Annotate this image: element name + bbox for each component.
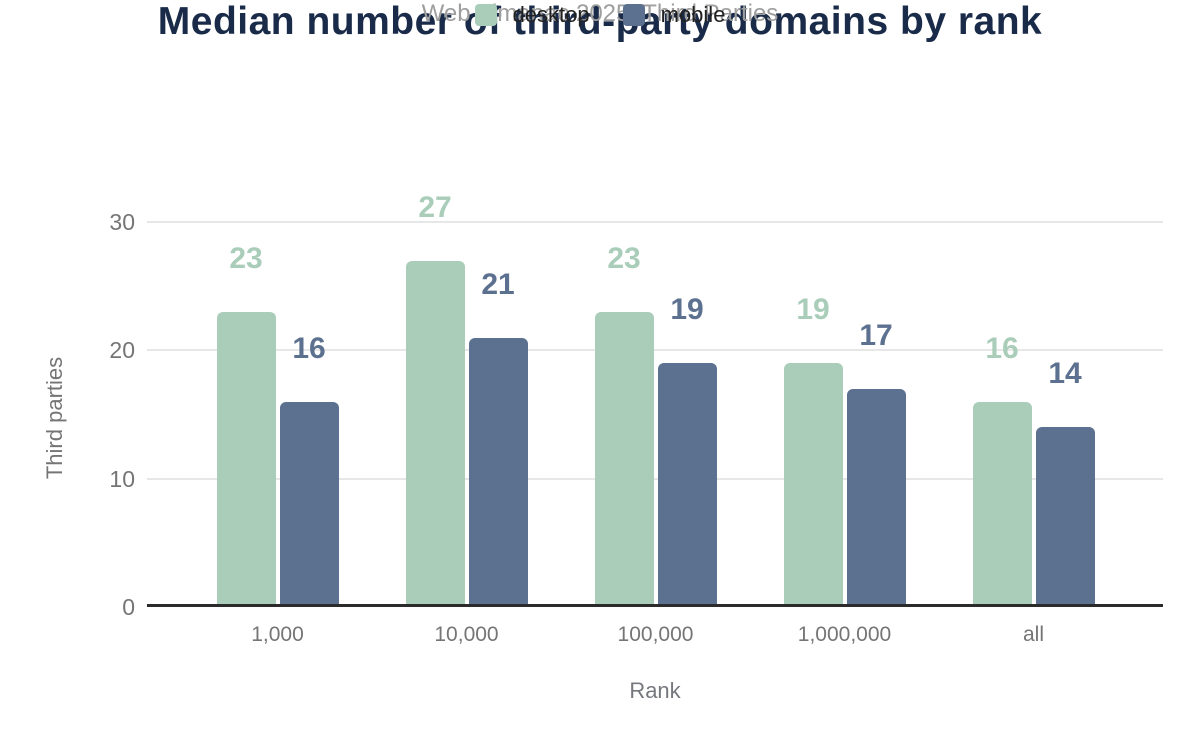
legend-label-desktop: desktop (512, 2, 590, 27)
bar-label-mobile-100,000: 19 (670, 293, 704, 327)
bar-label-desktop-1,000: 23 (229, 241, 263, 275)
bar-desktop-1,000,000 (783, 363, 843, 607)
legend-entry-desktop: desktop (474, 2, 590, 27)
bar-label-desktop-100,000: 23 (607, 241, 641, 275)
legend-label-mobile: mobile (660, 2, 726, 27)
y-tick-label-30: 30 (109, 209, 135, 235)
bar-desktop-1,000 (216, 311, 276, 607)
bar-mobile-10,000 (468, 337, 528, 607)
y-tick-label-0: 0 (122, 594, 135, 620)
bar-mobile-100,000 (657, 363, 717, 607)
gridline-30 (147, 221, 1163, 223)
bar-label-desktop-1,000,000: 19 (796, 293, 830, 327)
x-axis-title: Rank (629, 678, 681, 703)
bar-label-desktop-all: 16 (985, 331, 1019, 365)
gridline-20 (147, 349, 1163, 352)
legend: desktop mobile (0, 0, 1200, 30)
y-tick-label-10: 10 (109, 465, 135, 492)
x-tick-label-10,000: 10,000 (434, 623, 499, 646)
y-tick-label-20: 20 (109, 337, 135, 364)
gridline-10 (147, 477, 1163, 480)
legend-swatch-mobile (622, 4, 645, 26)
bar-mobile-1,000 (279, 401, 339, 607)
bar-label-mobile-1,000,000: 17 (859, 318, 893, 352)
x-tick-label-1,000: 1,000 (251, 623, 304, 646)
legend-entry-mobile: mobile (622, 2, 726, 27)
bar-label-desktop-10,000: 27 (418, 190, 452, 224)
chart-title: Median number of third-party domains by … (157, 0, 1043, 43)
x-tick-label-1,000,000: 1,000,000 (797, 623, 892, 646)
bar-mobile-all (1035, 427, 1095, 607)
bar-label-mobile-10,000: 21 (481, 267, 515, 301)
bar-desktop-10,000 (405, 260, 465, 607)
bar-mobile-1,000,000 (846, 388, 906, 607)
bar-label-mobile-1,000: 16 (292, 331, 326, 365)
bar-desktop-100,000 (594, 311, 654, 607)
x-axis-line (147, 604, 1163, 607)
legend-swatch-desktop (474, 4, 497, 26)
x-tick-label-100,000: 100,000 (617, 623, 694, 646)
x-tick-label-all: all (1022, 623, 1044, 646)
bar-label-mobile-all: 14 (1048, 357, 1082, 391)
bar-desktop-all (972, 401, 1032, 607)
